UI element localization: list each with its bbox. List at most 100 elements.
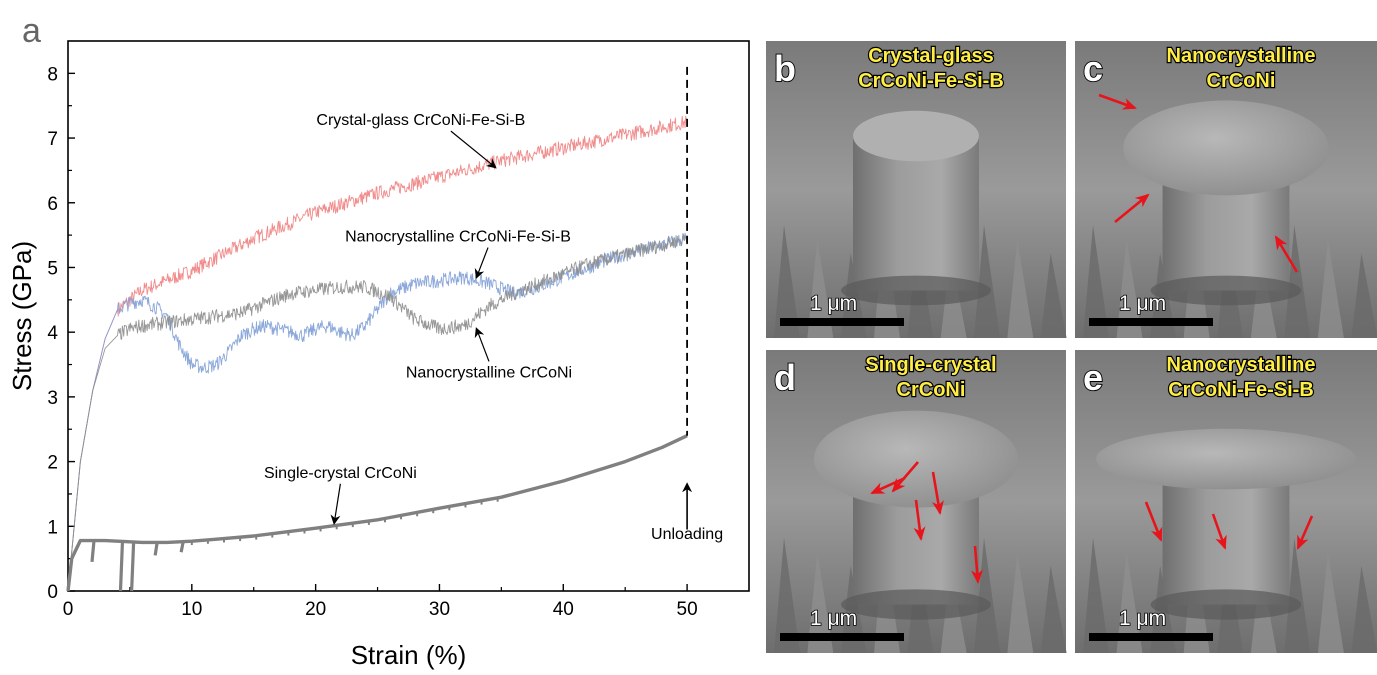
red-arrow [1296, 515, 1314, 550]
sem-texture [1317, 551, 1344, 653]
serration-drop [153, 542, 159, 556]
y-tick-label: 4 [47, 323, 58, 344]
panel-caption: Single-crystal [865, 354, 996, 376]
sem-panels: b Crystal-glass CrCoNi-Fe-Si-B 1 μm c Nanocry… [766, 41, 1377, 653]
red-arrow [1114, 193, 1150, 224]
series-line [67, 232, 688, 592]
pillar-body [853, 136, 979, 291]
series-annotation: Crystal-glass CrCoNi-Fe-Si-B [316, 112, 525, 129]
scale-bar [1089, 633, 1213, 641]
x-tick-label: 0 [63, 599, 74, 620]
sem-panel-d: d Single-crystal CrCoNi 1 μm [766, 350, 1067, 653]
panel-caption: Crystal-glass [868, 45, 994, 67]
red-arrow [891, 461, 919, 493]
red-arrow [913, 499, 926, 541]
sem-panel-c: c Nanocrystalline CrCoNi 1 μm [1075, 41, 1377, 338]
x-tick-label: 20 [305, 599, 326, 620]
x-tick-label: 10 [181, 599, 202, 620]
sem-texture [1040, 565, 1067, 653]
panel-caption: CrCoNi [897, 379, 966, 401]
y-tick-label: 1 [47, 517, 58, 538]
sem-texture [807, 239, 834, 338]
panel-caption: CrCoNi-Fe-Si-B [858, 70, 1004, 92]
sem-texture [974, 537, 1000, 653]
serration-drop [118, 541, 125, 592]
scale-bar [1089, 318, 1213, 326]
red-arrow [1098, 93, 1137, 110]
y-tick-label: 2 [47, 453, 58, 474]
sem-texture [1083, 225, 1109, 338]
sem-texture [1116, 551, 1143, 653]
sem-texture [1351, 253, 1377, 338]
red-arrow [971, 545, 983, 584]
sem-texture [807, 551, 834, 653]
sem-texture [1007, 551, 1034, 653]
y-tick-label: 0 [47, 582, 58, 603]
sem-panel-b: b Crystal-glass CrCoNi-Fe-Si-B 1 μm [766, 41, 1067, 338]
panel-label: c [1083, 48, 1103, 89]
sem-texture [774, 225, 800, 338]
pillar-cap [1096, 428, 1356, 490]
pillar-base [1150, 275, 1302, 306]
x-tick-label: 30 [429, 599, 450, 620]
series-line [67, 115, 688, 592]
scale-bar-label: 1 μm [810, 292, 857, 315]
serration-drop [130, 541, 136, 592]
y-tick-label: 7 [47, 129, 58, 150]
y-tick-label: 6 [47, 194, 58, 215]
annotation-arrow [474, 327, 490, 362]
serration-drop [179, 541, 185, 553]
sem-texture [1040, 253, 1067, 338]
sem-texture [1116, 239, 1143, 338]
pillar-base [1150, 589, 1302, 620]
panel-caption: CrCoNi-Fe-Si-B [1168, 379, 1314, 401]
serration-drop [90, 540, 96, 563]
scale-bar-label: 1 μm [1119, 292, 1166, 315]
y-tick-label: 5 [47, 258, 58, 279]
sem-panel-e: e Nanocrystalline CrCoNi-Fe-Si-B 1 μm [1075, 350, 1377, 653]
y-tick-label: 3 [47, 388, 58, 409]
sem-texture [1007, 239, 1034, 338]
sem-texture [1083, 537, 1109, 653]
y-tick-label: 8 [47, 64, 58, 85]
y-axis-label: Stress (GPa) [7, 241, 37, 391]
series-line [66, 434, 688, 592]
series-line [67, 232, 688, 592]
sem-texture [1284, 537, 1311, 653]
sem-texture [1351, 565, 1377, 653]
panel-caption: Nanocrystalline [1167, 354, 1316, 376]
red-arrow [1211, 513, 1227, 550]
sem-texture [974, 225, 1000, 338]
annotation-arrow [330, 483, 341, 526]
scale-bar [780, 633, 904, 641]
series-annotation: Single-crystal CrCoNi [264, 465, 417, 482]
sem-texture [774, 537, 800, 653]
panel-label: d [774, 357, 796, 398]
annotation-arrow [474, 247, 489, 280]
unloading-label: Unloading [651, 526, 723, 543]
red-arrow [1144, 501, 1163, 542]
pillar-cap [1123, 100, 1329, 196]
scale-bar [780, 318, 904, 326]
red-arrow [1274, 235, 1299, 273]
series-annotation: Nanocrystalline CrCoNi [406, 364, 572, 381]
panel-a-label: a [22, 12, 41, 50]
panel-label: e [1083, 357, 1103, 398]
panel-caption: CrCoNi [1207, 70, 1276, 92]
red-arrow [931, 471, 944, 515]
x-tick-label: 40 [553, 599, 574, 620]
scale-bar-label: 1 μm [810, 607, 857, 630]
x-tick-label: 50 [677, 599, 698, 620]
pillar-base [841, 275, 991, 306]
scale-bar-label: 1 μm [1119, 607, 1166, 630]
x-axis-label: Strain (%) [351, 640, 467, 670]
plot-frame [67, 40, 750, 592]
pillar-base [841, 589, 991, 620]
annotation-arrow [450, 130, 497, 169]
series-annotation: Nanocrystalline CrCoNi-Fe-Si-B [345, 229, 571, 246]
pillar-cap [814, 410, 1018, 508]
pillar-top [853, 110, 979, 162]
panel-label: b [774, 48, 796, 89]
panel-caption: Nanocrystalline [1167, 45, 1316, 67]
